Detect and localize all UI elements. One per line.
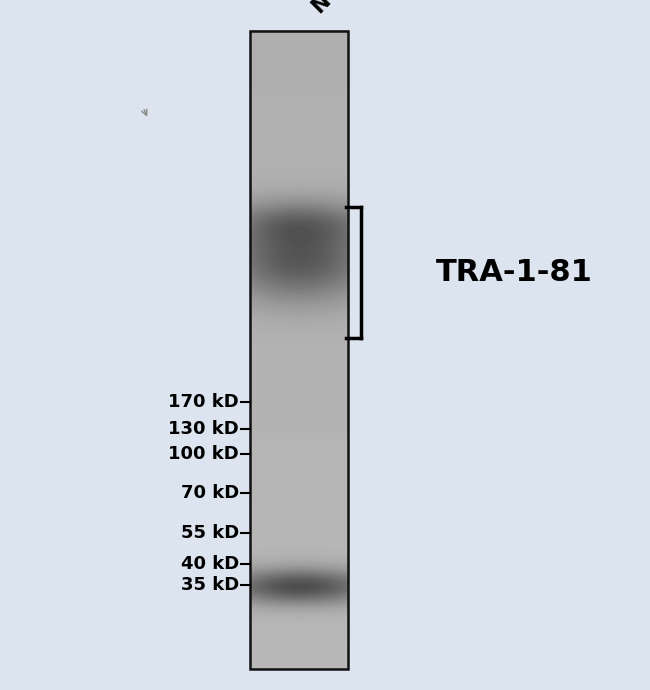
Text: 100 kD: 100 kD [168, 445, 239, 463]
Text: NTERA-2: NTERA-2 [307, 0, 393, 17]
Text: TRA-1-81: TRA-1-81 [436, 258, 592, 287]
Text: 40 kD: 40 kD [181, 555, 239, 573]
Text: 35 kD: 35 kD [181, 576, 239, 594]
Text: 170 kD: 170 kD [168, 393, 239, 411]
Text: 55 kD: 55 kD [181, 524, 239, 542]
Text: 70 kD: 70 kD [181, 484, 239, 502]
Text: 130 kD: 130 kD [168, 420, 239, 438]
Bar [250, 31, 348, 669]
